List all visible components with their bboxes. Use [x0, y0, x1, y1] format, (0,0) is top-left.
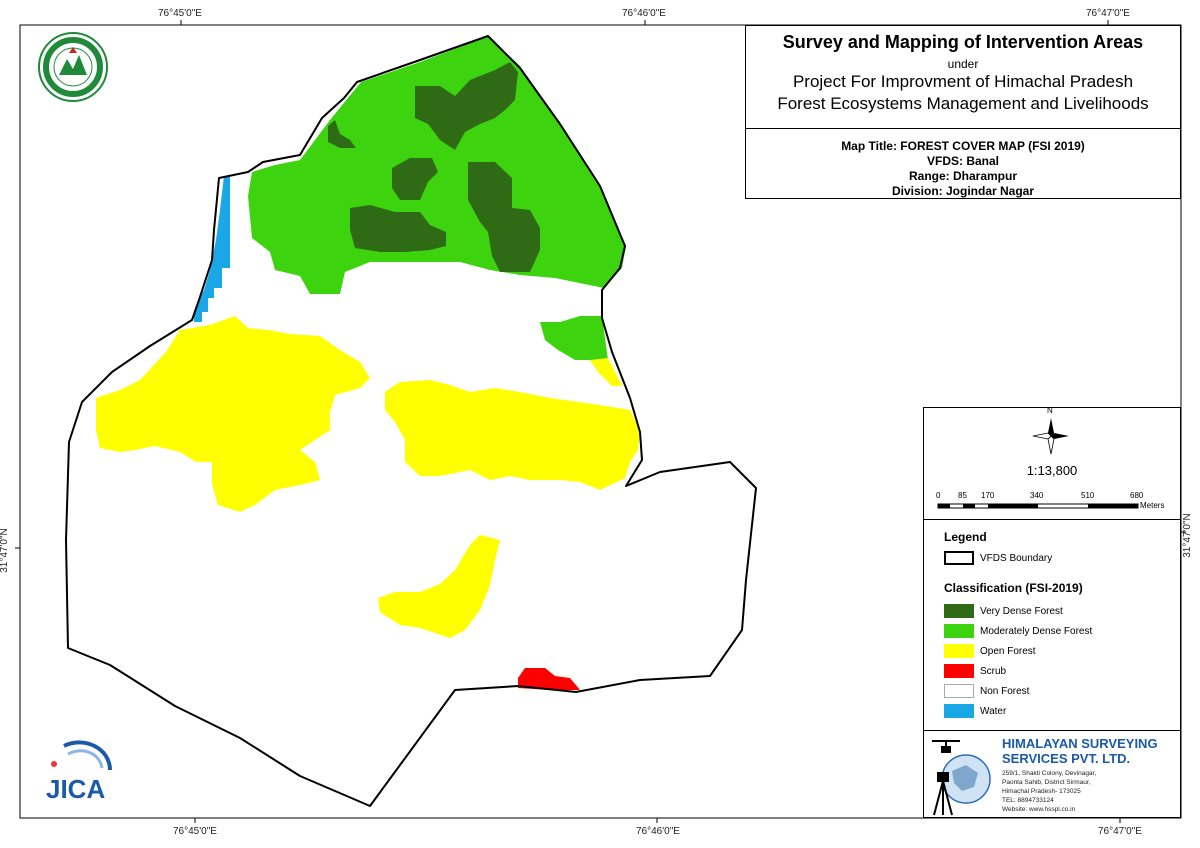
scale-tick-680: 680: [1130, 491, 1144, 500]
swatch-moderately-dense: [944, 624, 974, 638]
legend-label: Open Forest: [980, 645, 1036, 657]
legend-item-scrub: Scrub: [944, 664, 1006, 678]
boundary-swatch: [944, 551, 974, 565]
tripod-icon: [933, 772, 953, 816]
scale-tick-170: 170: [981, 491, 995, 500]
coord-bottom-3: 76°47'0"E: [1098, 826, 1142, 837]
coord-top-3: 76°47'0"E: [1086, 8, 1130, 19]
company-address: 259/1, Shakti Colony, Devinagar, Paonta …: [1002, 769, 1096, 814]
legend-title: Legend: [944, 530, 987, 544]
map-title-text: Map Title: FOREST COVER MAP (FSI 2019): [841, 139, 1085, 153]
scale-tick-85: 85: [958, 491, 967, 500]
moderately-dense-forest-patch: [540, 316, 608, 360]
scale-tick-340: 340: [1030, 491, 1044, 500]
scale-tick-0: 0: [936, 491, 941, 500]
boundary-label: VFDS Boundary: [980, 552, 1053, 564]
legend-label: Water: [980, 705, 1007, 717]
scale-tick-510: 510: [1081, 491, 1095, 500]
legend-label: Moderately Dense Forest: [980, 625, 1093, 637]
title-box: Survey and Mapping of Intervention Areas…: [745, 25, 1181, 129]
map-info-box: Map Title: FOREST COVER MAP (FSI 2019) V…: [745, 128, 1181, 199]
company-box: HIMALAYAN SURVEYING SERVICES PVT. LTD. 2…: [923, 730, 1181, 818]
open-forest-area-lower: [378, 535, 500, 638]
legend-item-moderately-dense: Moderately Dense Forest: [944, 624, 1092, 638]
very-dense-forest-patch-3: [350, 205, 446, 252]
legend-item-open: Open Forest: [944, 644, 1036, 658]
legend-item-non-forest: Non Forest: [944, 684, 1029, 698]
frame-ticks: [15, 20, 1186, 823]
north-arrow-icon: [1032, 418, 1069, 455]
coord-top-2: 76°46'0"E: [622, 8, 666, 19]
company-name-line-2: SERVICES PVT. LTD.: [1002, 751, 1131, 766]
address-line: Paonta Sahib, District Sirmaur,: [1002, 779, 1091, 786]
map-frame: [19, 24, 1182, 819]
swatch-very-dense: [944, 604, 974, 618]
moderately-dense-forest-area: [248, 36, 626, 294]
open-forest-area-left: [96, 316, 370, 512]
phone-line: TEL: 8894733124: [1002, 797, 1054, 804]
project-title-line-1: Project For Improvment of Himachal Prade…: [792, 72, 1134, 91]
coord-bottom-1: 76°45'0"E: [173, 826, 217, 837]
vfds-boundary: [65, 35, 757, 807]
very-dense-forest-patch-1: [415, 62, 518, 150]
scale-ratio: 1:13,800: [1026, 463, 1078, 478]
open-forest-patch-small: [590, 358, 622, 386]
scale-box: N 1:13,800 0 85 170 340 510 680 Meters: [923, 406, 1181, 520]
jica-logo: JICA: [46, 740, 112, 804]
scale-bar: [937, 503, 1139, 509]
legend-item-water: Water: [944, 704, 1006, 718]
range-text: Range: Dharampur: [908, 169, 1018, 183]
legend-label: Non Forest: [980, 685, 1030, 697]
address-line: 259/1, Shakti Colony, Devinagar,: [1002, 770, 1097, 777]
company-name-line-1: HIMALAYAN SURVEYING: [1002, 736, 1158, 751]
swatch-water: [944, 704, 974, 718]
company-name: HIMALAYAN SURVEYING SERVICES PVT. LTD.: [1002, 736, 1158, 766]
website-line: Website: www.hsspl.co.in: [1002, 806, 1076, 813]
jica-logo-text: JICA: [46, 774, 105, 804]
map-main-title: Survey and Mapping of Intervention Areas: [782, 32, 1144, 52]
legend-label: Scrub: [980, 665, 1007, 677]
scale-unit: Meters: [1140, 501, 1165, 510]
north-label: N: [1047, 406, 1053, 415]
legend-item-very-dense: Very Dense Forest: [944, 604, 1063, 618]
very-dense-forest-patch-5: [328, 120, 356, 148]
open-forest-area-center: [385, 380, 640, 490]
address-line: Himachal Pradesh- 173025: [1002, 788, 1081, 795]
swatch-scrub: [944, 664, 974, 678]
title-under-text: under: [947, 57, 979, 71]
division-text: Division: Jogindar Nagar: [891, 184, 1035, 198]
scrub-area: [518, 668, 580, 690]
coord-top-1: 76°45'0"E: [158, 8, 202, 19]
water-area: [194, 176, 230, 322]
legend-label: Very Dense Forest: [980, 605, 1063, 617]
classification-title: Classification (FSI-2019): [944, 581, 1083, 595]
hp-forest-logo: [38, 32, 108, 102]
legend-boundary: VFDS Boundary: [944, 551, 1052, 565]
very-dense-forest-patch-2: [468, 162, 540, 272]
coord-bottom-2: 76°46'0"E: [636, 826, 680, 837]
surveyor-logo: [932, 740, 991, 816]
drone-icon: [932, 740, 960, 753]
legend-box: Legend VFDS Boundary Classification (FSI…: [923, 519, 1181, 731]
vfds-text: VFDS: Banal: [926, 154, 999, 168]
swatch-open: [944, 644, 974, 658]
project-title-line-2: Forest Ecosystems Management and Livelih…: [777, 94, 1149, 113]
swatch-non-forest: [944, 684, 974, 698]
scale-graphics: [937, 418, 1139, 509]
very-dense-forest-patch-4: [392, 158, 438, 200]
